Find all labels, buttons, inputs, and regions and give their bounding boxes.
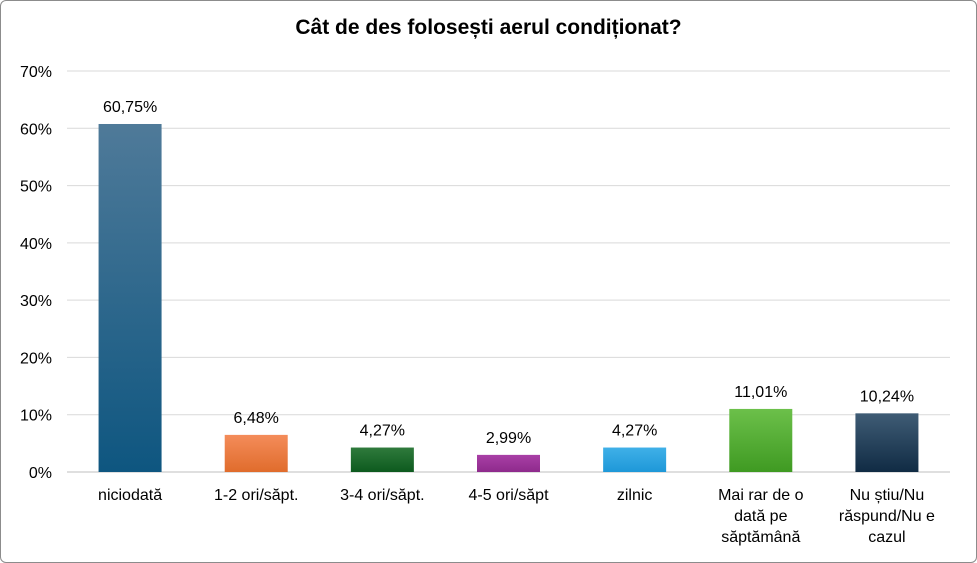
data-label: 4,27% [360,423,405,440]
x-tick-label-line: Nu știu/Nu [850,487,925,504]
x-tick-label-line: Mai rar de o [718,487,803,504]
y-axis-ticks: 0% 10% 20% 30% 40% 50% 60% 70% [20,64,52,482]
bar [729,408,793,472]
bar [98,123,162,472]
x-tick-label: Nu știu/Nu răspund/Nu e cazul [839,487,935,546]
x-tick-label-line: niciodată [98,487,162,504]
y-tick-label: 20% [20,350,52,367]
x-tick-label: 1-2 ori/săpt. [214,487,298,504]
x-tick-label-line: cazul [868,529,905,546]
data-labels: 60,75% 6,48% 4,27% 2,99% 4,27% 11,01% 10,24% [103,99,914,447]
data-label: 4,27% [612,423,657,440]
x-tick-label-line: 4-5 ori/săpt [468,487,549,504]
x-tick-label-line: răspund/Nu e [839,508,935,525]
x-tick-label: 4-5 ori/săpt [468,487,549,504]
x-tick-label-line: 1-2 ori/săpt. [214,487,298,504]
x-tick-label: Mai rar de o dată pe săptămână [718,487,803,546]
y-tick-label: 60% [20,121,52,138]
data-label: 6,48% [234,410,279,427]
y-tick-label: 0% [29,465,52,482]
y-tick-label: 50% [20,179,52,196]
bar [224,434,288,472]
bars [98,123,919,472]
category-labels: niciodată 1-2 ori/săpt. 3-4 ori/săpt. 4-5 o… [98,487,935,546]
y-tick-label: 10% [20,408,52,425]
x-tick-label-line: 3-4 ori/săpt. [340,487,424,504]
data-label: 60,75% [103,99,157,116]
x-tick-label-line: dată pe [734,508,787,525]
y-tick-label: 30% [20,293,52,310]
x-tick-label-line: zilnic [617,487,653,504]
x-tick-label: niciodată [98,487,162,504]
bar [603,447,667,472]
x-tick-label-line: săptămână [721,529,800,546]
y-tick-label: 70% [20,64,52,81]
data-label: 10,24% [860,388,914,405]
bar [477,454,540,472]
y-tick-label: 40% [20,236,52,253]
gridlines [67,70,950,473]
bar [350,447,414,472]
data-label: 2,99% [486,430,531,447]
chart-title: Cât de des folosești aerul condiționat? [295,16,682,39]
data-label: 11,01% [734,384,787,401]
x-tick-label: 3-4 ori/săpt. [340,487,424,504]
x-tick-label: zilnic [617,487,653,504]
bar [855,413,919,472]
